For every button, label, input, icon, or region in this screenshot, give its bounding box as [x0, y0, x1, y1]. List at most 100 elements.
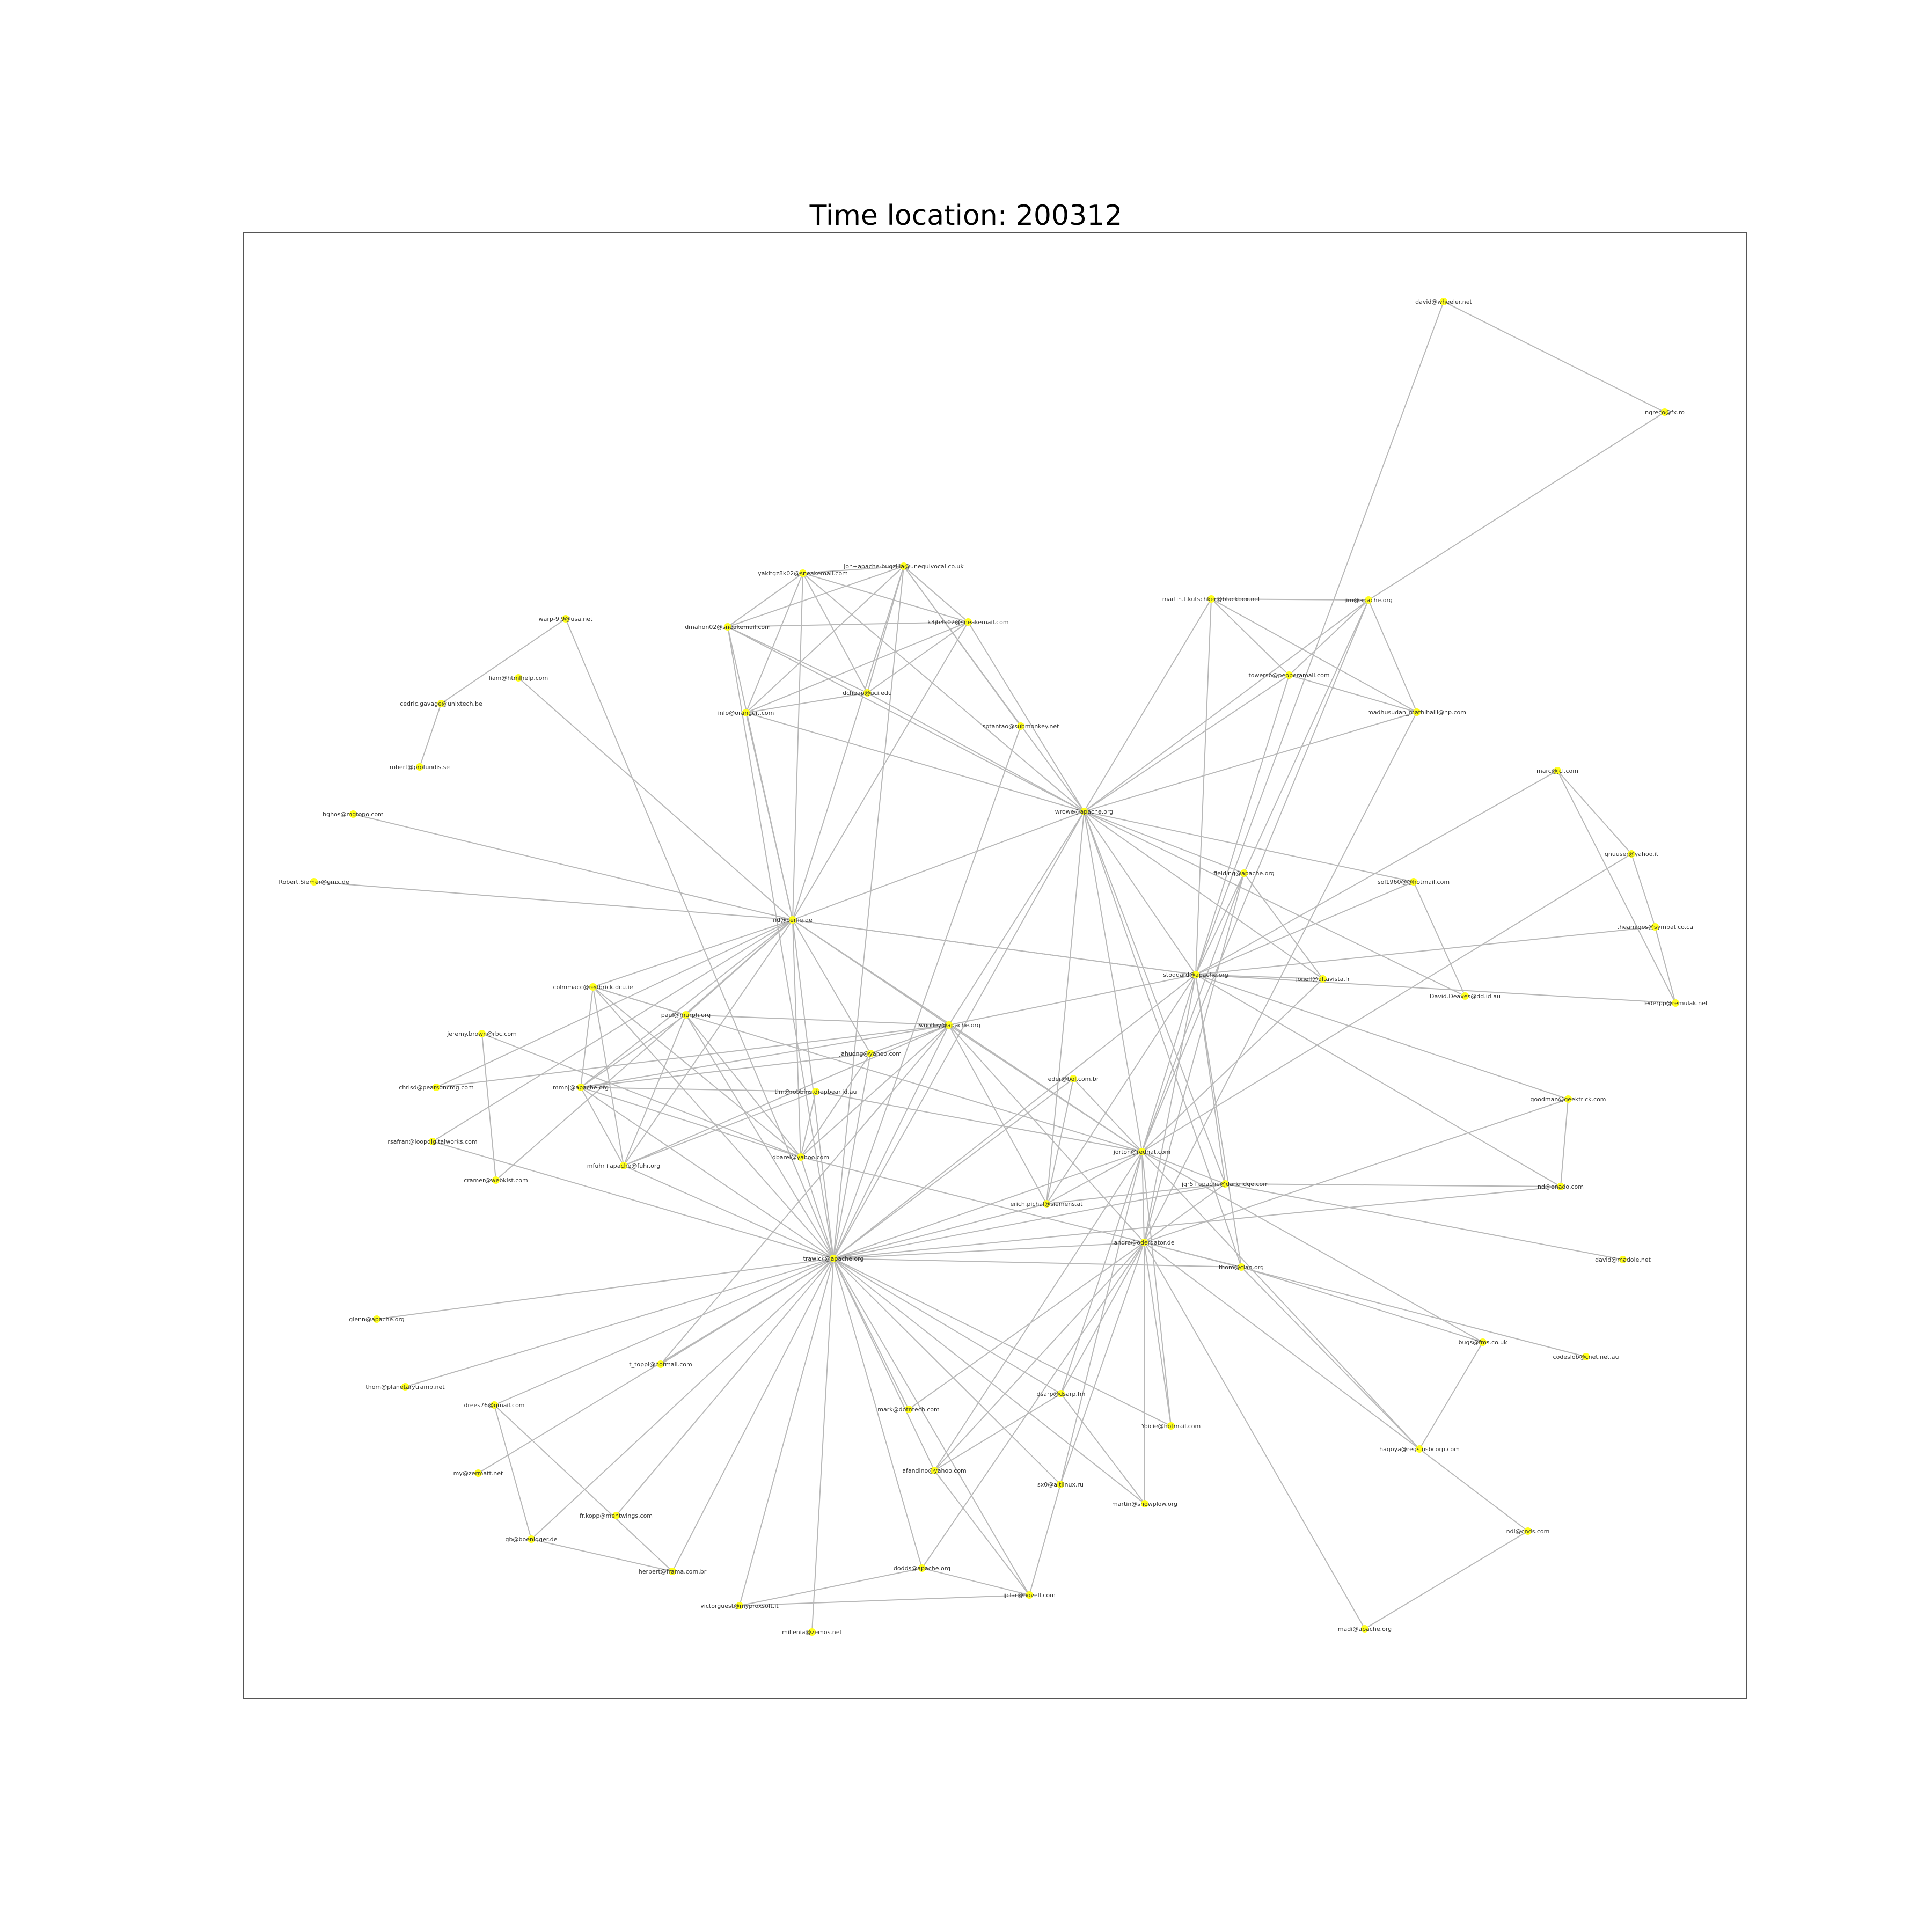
edge-trawick-thom_clan: [833, 1258, 1242, 1268]
node-marker: [1554, 767, 1561, 774]
edge-jgr-andre: [1144, 1183, 1226, 1243]
node-label: nd@perlig.de: [773, 917, 813, 924]
node-robert_siemer: Robert.Siemer@gmx.de: [279, 878, 349, 885]
node-marker: [863, 689, 871, 697]
node-label: erich.pichal@siemens.at: [1010, 1201, 1083, 1208]
node-david_deaves: David.Deaves@dd.id.au: [1430, 992, 1501, 1000]
edge-andre-yoicie: [1144, 1242, 1172, 1426]
edge-wrowe-jorton: [1084, 811, 1143, 1152]
node-label: k3jb3k02@sneakemail.com: [927, 619, 1008, 626]
edge-jon_bugzilla-wrowe: [903, 566, 1085, 812]
edge-colmmacc-mmnj: [580, 986, 594, 1088]
node-dmahon: dmahon02@sneakemail.com: [685, 623, 771, 631]
node-theamigos: theamigos@sympatico.ca: [1617, 923, 1693, 931]
node-jim_apache: jim@apache.org: [1344, 596, 1393, 604]
edge-nd_perlig-dbarel: [792, 919, 801, 1158]
edge-jorton-erich: [1046, 1151, 1143, 1204]
node-marker: [1661, 408, 1668, 416]
edge-jonelf-jorton: [1141, 978, 1323, 1152]
edge-stoddard-jwoolley: [948, 974, 1196, 1026]
node-label: david@wheeler.net: [1415, 298, 1472, 305]
node-label: jon+apache-bugzilla@unequivocal.co.uk: [843, 563, 964, 570]
node-marker: [812, 1088, 819, 1095]
edge-stoddard-nd_perlig: [792, 919, 1196, 975]
node-fr_kopp: fr.kopp@mentwings.com: [580, 1512, 653, 1519]
edge-mmnj-tim_robbins: [580, 1087, 816, 1092]
node-jwoolley: jwoolley@apache.org: [917, 1021, 980, 1029]
edge-jwoolley-dbarel: [800, 1024, 949, 1158]
node-marker: [1479, 1338, 1487, 1346]
node-label: andre@oderdator.de: [1114, 1239, 1174, 1246]
edge-dodds-victorguest: [739, 1568, 923, 1606]
edge-info_orange-nd_perlig: [745, 712, 793, 920]
node-ndi_cnds: ndi@cnds.com: [1506, 1527, 1549, 1535]
edge-tim_robbins-dbarel: [800, 1091, 816, 1158]
node-label: towersb@peoperamail.com: [1248, 672, 1329, 679]
node-andre: andre@oderdator.de: [1114, 1239, 1175, 1246]
edge-jeremy-cramer: [481, 1033, 496, 1181]
edge-stoddard-federpp: [1195, 974, 1676, 1004]
edge-trawick-herbert: [672, 1258, 834, 1572]
edge-david_wheeler-ngreco: [1443, 301, 1665, 413]
node-erich: erich.pichal@siemens.at: [1010, 1200, 1083, 1208]
edge-dmahon-k3jb3: [727, 621, 969, 627]
edge-marc_jcl-gnuuser: [1557, 770, 1632, 854]
node-marker: [373, 1315, 380, 1323]
edge-colmmacc-dbarel: [592, 986, 801, 1158]
node-marker: [945, 1021, 953, 1029]
edge-trawick-thom_planetary: [405, 1258, 834, 1387]
node-label: fielding@apache.org: [1213, 870, 1275, 877]
node-label: goodman@geektrick.com: [1530, 1096, 1606, 1103]
edge-paul_murph-dbarel: [685, 1014, 801, 1158]
edge-nd_perlig-jahuong: [792, 919, 871, 1054]
edge-trawick-martin_snowplow: [833, 1258, 1145, 1504]
edge-wrowe-trawick: [833, 811, 1085, 1259]
node-marker: [1628, 850, 1635, 858]
edge-dodds-jjclar: [921, 1568, 1030, 1596]
node-label: wrowe@apache.org: [1055, 808, 1114, 815]
edge-warp9-cedric: [441, 618, 566, 704]
node-label: federpp@remulak.net: [1643, 1000, 1708, 1007]
node-label: jonelf@altavista.fr: [1296, 976, 1350, 983]
node-madi: madi@apache.org: [1338, 1625, 1392, 1633]
edge-nd_perlig-wrowe: [792, 811, 1085, 920]
node-marker: [1582, 1353, 1590, 1360]
edge-jwoolley-t_toppi: [660, 1024, 949, 1365]
edge-jwoolley-erich: [948, 1024, 1047, 1204]
node-federpp: federpp@remulak.net: [1643, 999, 1708, 1007]
node-label: info@orangeit.com: [718, 709, 774, 716]
edge-fielding-andre: [1144, 873, 1245, 1243]
edge-thom_clan-hagoya: [1241, 1267, 1420, 1450]
edge-trawick-drees: [494, 1258, 834, 1406]
edge-nd_perlig-rsafran: [432, 919, 793, 1142]
edge-gnuuser-jorton: [1141, 853, 1632, 1152]
edge-k3jb3-info_orange: [745, 621, 969, 713]
edge-erich-trawick: [833, 1203, 1047, 1259]
edge-andre-afandino: [934, 1242, 1145, 1471]
node-warp9: warp-9.9@usa.net: [539, 615, 593, 623]
edge-dcheap-wrowe: [867, 692, 1085, 812]
node-marker: [669, 1568, 676, 1575]
edge-hghos-nd_perlig: [353, 814, 793, 920]
edge-david_wheeler-stoddard: [1195, 301, 1444, 975]
edge-eder-jorton: [1073, 1078, 1143, 1152]
edge-dsarp-martin_snowplow: [1060, 1393, 1145, 1504]
node-jahuong: jahuong@yahoo.com: [839, 1050, 902, 1057]
node-marker: [1524, 1527, 1532, 1535]
node-liam: liam@htmlhelp.com: [489, 674, 548, 682]
node-marker: [1167, 1422, 1175, 1430]
node-rsafran: rsafran@loopdigitalworks.com: [387, 1138, 478, 1145]
edge-colmmacc-mfuhr: [592, 986, 624, 1166]
node-marker: [1057, 1390, 1065, 1397]
edge-jwoolley-trawick: [833, 1024, 949, 1259]
edge-jon_bugzilla-dmahon: [727, 566, 904, 627]
edge-jorton-trawick: [833, 1151, 1143, 1259]
node-label: liam@htmlhelp.com: [489, 675, 548, 682]
edge-wrowe-jwoolley: [948, 811, 1085, 1026]
edge-stoddard-theamigos: [1195, 926, 1656, 975]
edge-andre-dsarp: [1060, 1242, 1145, 1394]
node-label: martin.t.kutschker@blackbox.net: [1162, 596, 1261, 603]
edge-trawick-gb_boenigger: [531, 1258, 834, 1540]
node-marker: [964, 618, 972, 626]
